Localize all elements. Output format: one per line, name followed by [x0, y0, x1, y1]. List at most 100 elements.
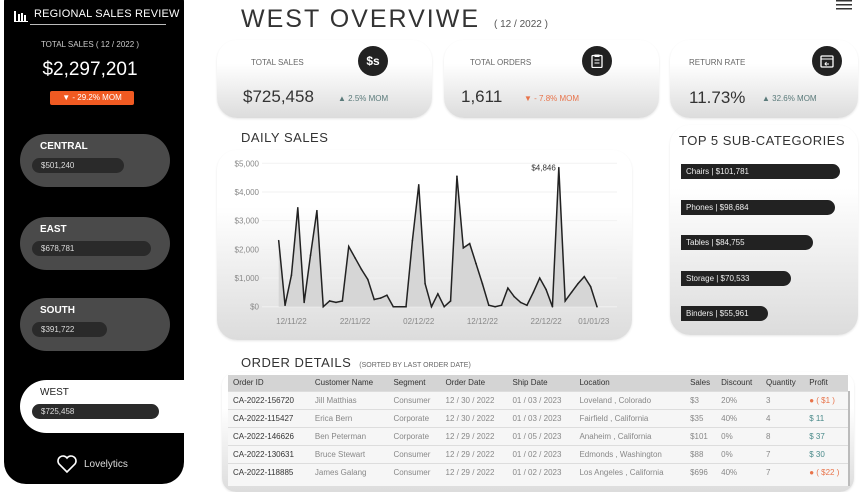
data-point[interactable]: [487, 304, 490, 307]
data-point[interactable]: [475, 262, 477, 265]
data-point[interactable]: [507, 287, 509, 289]
column-header[interactable]: Profit: [804, 375, 848, 391]
subcategory-bar[interactable]: Chairs | $101,781: [681, 164, 840, 179]
column-header[interactable]: Customer Name: [309, 375, 389, 391]
data-point[interactable]: [494, 305, 496, 308]
data-point[interactable]: [468, 242, 471, 245]
kpi-card-total-orders: TOTAL ORDERS 1,611 ▼ - 7.8% MOM: [444, 40, 659, 118]
data-point[interactable]: [443, 305, 446, 308]
table-row[interactable]: CA-2022-115427 Erica Bern Corporate 12 / 30…: [228, 408, 848, 427]
column-header[interactable]: Ship Date: [507, 375, 575, 391]
data-point[interactable]: [341, 300, 344, 302]
data-point[interactable]: [335, 301, 337, 304]
data-point[interactable]: [538, 277, 541, 279]
cell-segment: Corporate: [388, 408, 441, 427]
column-header[interactable]: Sales: [685, 375, 717, 391]
data-point[interactable]: [481, 282, 484, 285]
data-point[interactable]: [596, 305, 598, 308]
subcategory-bar[interactable]: Tables | $84,755: [681, 235, 814, 250]
data-point[interactable]: [411, 239, 414, 242]
data-point[interactable]: [513, 295, 516, 298]
data-point[interactable]: [437, 292, 439, 295]
clipboard-icon: [582, 46, 612, 76]
data-point[interactable]: [417, 184, 420, 186]
data-point[interactable]: [303, 301, 305, 304]
cell-sales: $35: [685, 408, 717, 427]
sales-area: [278, 167, 597, 307]
data-point[interactable]: [386, 294, 388, 297]
data-point[interactable]: [296, 206, 299, 209]
table-row[interactable]: CA-2022-130631 Bruce Stewart Consumer 12 / …: [228, 444, 848, 463]
region-name: EAST: [40, 224, 67, 235]
x-tick-label: 01/01/23: [578, 317, 610, 326]
data-point[interactable]: [564, 300, 566, 302]
data-point[interactable]: [290, 274, 293, 276]
subcategory-bar[interactable]: Storage | $70,533: [681, 270, 792, 286]
subcategory-bar[interactable]: Phones | $98,684: [681, 199, 836, 215]
table-row[interactable]: CA-2022-118885 James Galang Consumer 12 / 2…: [228, 462, 848, 481]
region-west[interactable]: WEST $725,458: [20, 380, 184, 433]
column-header[interactable]: Order ID: [228, 375, 310, 391]
data-point[interactable]: [309, 254, 312, 256]
cell-order-date: 12 / 29 / 2022: [440, 426, 508, 445]
region-central[interactable]: CENTRAL $501,240: [20, 134, 170, 187]
data-point[interactable]: [373, 298, 375, 301]
data-point[interactable]: [284, 304, 286, 307]
data-point[interactable]: [379, 297, 382, 299]
data-point[interactable]: [500, 304, 503, 307]
data-point[interactable]: [398, 305, 401, 308]
y-tick-label: $2,000: [235, 245, 260, 254]
page-title: WEST OVERVIWE: [241, 5, 481, 33]
data-point[interactable]: [532, 291, 535, 294]
column-header[interactable]: Discount: [716, 375, 761, 391]
data-point[interactable]: [545, 288, 547, 291]
data-point[interactable]: [577, 282, 579, 285]
column-header[interactable]: Segment: [388, 375, 441, 391]
data-point[interactable]: [519, 301, 522, 304]
data-point[interactable]: [558, 166, 560, 169]
data-point[interactable]: [583, 275, 586, 278]
daily-sales-chart: $0 $1,000 $2,000 $3,000 $4,000 $5,000 $4,846 12…: [235, 159, 617, 326]
data-point[interactable]: [449, 300, 452, 302]
data-point[interactable]: [424, 282, 426, 285]
region-sales-bar: $391,722: [32, 322, 107, 337]
x-tick-label: 02/12/22: [403, 317, 435, 326]
data-point[interactable]: [551, 305, 554, 308]
order-table-container[interactable]: Order ID Customer Name Segment Order Date Sh…: [228, 375, 848, 486]
column-header[interactable]: Order Date: [440, 375, 508, 391]
table-row[interactable]: CA-2022-146626 Ben Peterman Corporate 12 / …: [228, 426, 848, 445]
cell-quantity: 4: [761, 408, 805, 427]
data-point[interactable]: [322, 305, 325, 308]
data-point[interactable]: [277, 239, 280, 242]
cell-quantity: 3: [761, 390, 805, 409]
data-point[interactable]: [526, 304, 528, 307]
total-sales-value: $2,297,201: [42, 59, 138, 80]
data-point[interactable]: [430, 305, 433, 308]
cell-discount: 0%: [716, 444, 761, 463]
data-point[interactable]: [328, 300, 331, 302]
data-point[interactable]: [392, 305, 395, 308]
data-point[interactable]: [367, 278, 369, 281]
kpi-card-return-rate: RETURN RATE 11.73% ▲ 32.6% MOM: [670, 40, 858, 118]
column-header[interactable]: Quantity: [761, 375, 805, 391]
data-point[interactable]: [360, 268, 363, 271]
dollar-icon: $s: [358, 46, 388, 76]
data-point[interactable]: [570, 291, 573, 294]
data-point[interactable]: [456, 175, 458, 178]
data-point[interactable]: [589, 285, 592, 288]
kpi-mom: ▲ 2.5% MOM: [338, 94, 389, 103]
hamburger-menu-icon[interactable]: [836, 0, 852, 10]
data-point[interactable]: [316, 209, 318, 212]
cell-location: Loveland , Colorado: [574, 390, 686, 409]
column-header[interactable]: Location: [574, 375, 686, 391]
subcategory-bar[interactable]: Binders | $55,961: [681, 306, 769, 321]
table-scrollbar[interactable]: [848, 391, 850, 486]
cell-quantity: 7: [761, 444, 805, 463]
data-point[interactable]: [462, 247, 465, 249]
data-point[interactable]: [347, 245, 350, 248]
table-row[interactable]: CA-2022-156720 Jill Matthias Consumer 12 / …: [228, 390, 848, 409]
region-east[interactable]: EAST $678,781: [20, 217, 170, 270]
region-south[interactable]: SOUTH $391,722: [20, 298, 170, 351]
data-point[interactable]: [354, 257, 356, 259]
data-point[interactable]: [405, 305, 407, 308]
